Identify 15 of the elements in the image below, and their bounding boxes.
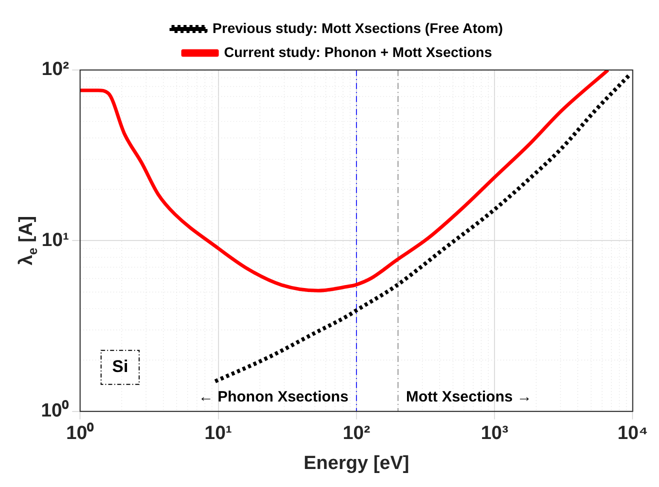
x-tick-label: 10² <box>342 423 370 444</box>
annotation: Si <box>112 357 128 376</box>
x-tick-label: 10¹ <box>204 423 232 444</box>
y-axis-title: λe [A] <box>16 216 40 266</box>
legend-label: Current study: Phonon + Mott Xsections <box>224 44 492 60</box>
x-axis-title: Energy [eV] <box>304 452 410 474</box>
y-tick-label: 10¹ <box>42 230 70 251</box>
annotation: ← Phonon Xsections <box>198 388 348 406</box>
y-tick-label: 10⁰ <box>40 400 70 422</box>
x-tick-label: 10⁴ <box>617 423 648 444</box>
legend-label: Previous study: Mott Xsections (Free Atom) <box>212 20 503 36</box>
x-tick-label: 10³ <box>480 423 508 444</box>
x-tick-label: 10⁰ <box>66 422 94 444</box>
annotation: Mott Xsections → <box>406 388 532 406</box>
y-tick-label: 10² <box>42 59 70 80</box>
